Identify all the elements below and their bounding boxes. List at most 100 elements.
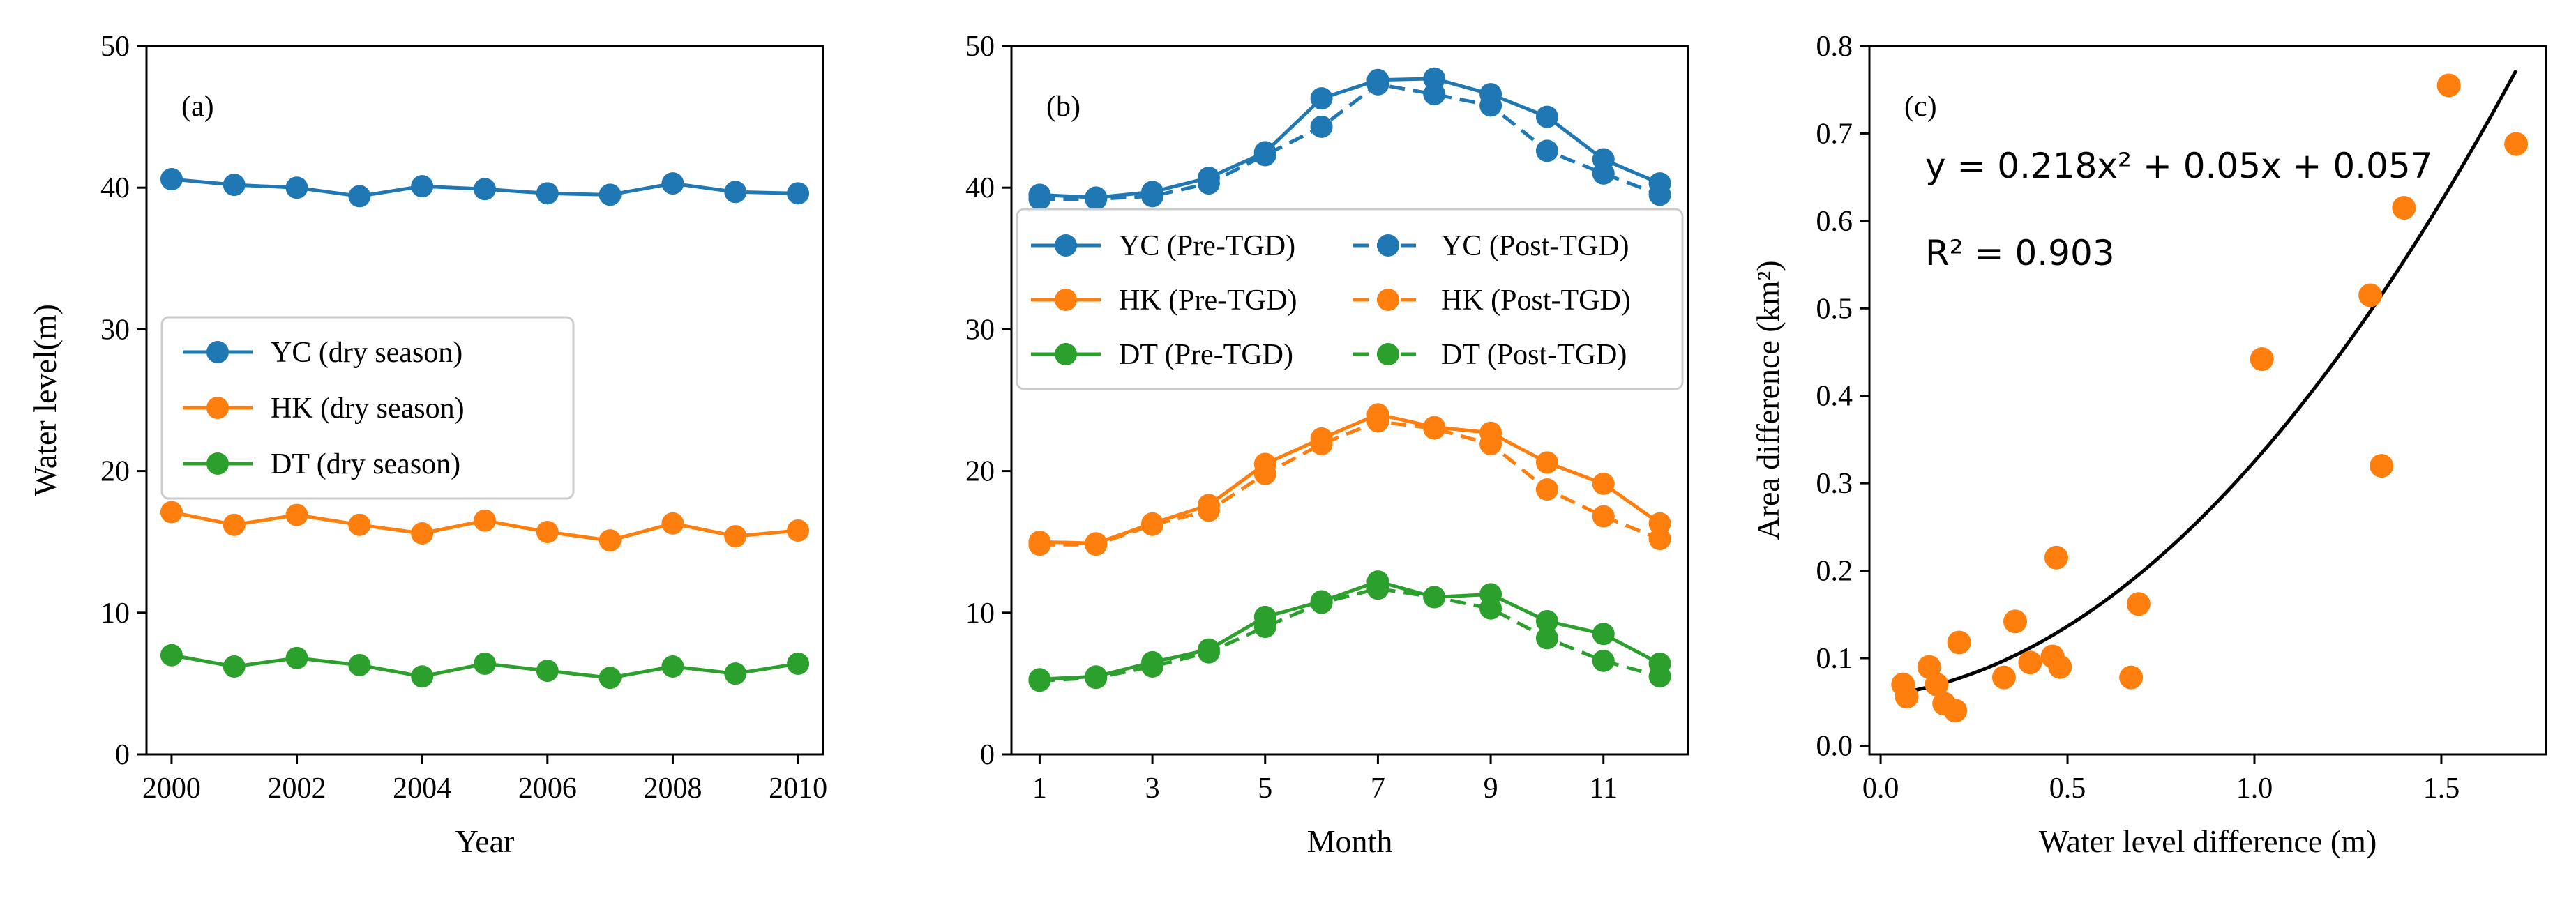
panel-1-series [1028,67,1671,692]
data-point [160,501,183,524]
data-point [598,183,622,206]
data-point [1253,144,1276,167]
data-point [1479,94,1502,117]
data-point [1648,528,1671,551]
legend: YC (dry season) HK (dry season) DT (dry se… [160,316,575,500]
legend-marker [1055,343,1077,365]
x-tick-label: 2000 [142,773,201,805]
r-squared: R² = 0.903 [1925,233,2115,273]
data-point [1085,667,1108,690]
data-point [1592,162,1615,185]
fit-equation: y = 0.218x² + 0.05x + 0.057 [1925,146,2432,186]
y-axis-title: Water level(m) [27,304,63,496]
data-point [2048,655,2072,679]
fit-curve [1902,69,2518,694]
y-tick-label: 20 [100,456,130,488]
data-point [1253,462,1276,485]
x-tick-label: 2006 [518,773,577,805]
data-point [2358,283,2383,307]
x-tick-label: 1 [1032,773,1047,805]
data-point [1535,478,1558,501]
series-line [1039,419,1661,547]
data-point [2436,73,2461,98]
data-point [285,176,308,199]
data-point [1648,665,1671,688]
data-point [1648,183,1671,206]
x-tick-label: 1.5 [2423,773,2460,805]
data-point [223,513,246,536]
y-tick-label: 0.3 [1816,468,1853,500]
data-point [1943,699,1968,723]
data-point [536,182,559,205]
data-point [1535,139,1558,162]
y-tick-label: 50 [965,31,995,63]
data-point [474,178,496,201]
data-point [1141,185,1164,208]
y-tick-label: 50 [100,31,130,63]
legend-label: HK (Post-TGD) [1441,284,1631,317]
y-tick-label: 0.7 [1816,118,1853,150]
data-point [661,172,684,195]
panel-2-series [1891,69,2529,723]
data-point [2003,609,2028,634]
x-tick-label: 3 [1145,773,1160,805]
data-point [724,525,747,548]
panel-1-axes: 1 3 5 7 9 11 0 10 20 30 40 50 Month (b) [965,31,1689,859]
x-tick-label: 2008 [643,773,702,805]
data-point [724,181,747,204]
x-tick-label: 2002 [268,773,326,805]
data-point [1592,472,1615,495]
data-point [2126,592,2151,616]
legend-label: DT (Pre-TGD) [1119,339,1293,371]
data-point [1028,533,1051,556]
legend-label: DT (Post-TGD) [1441,339,1627,371]
x-tick-label: 7 [1371,773,1385,805]
x-tick-label: 11 [1590,773,1618,805]
y-tick-label: 10 [965,598,995,630]
data-point [1366,410,1389,433]
series-line [1039,77,1661,199]
data-point [348,513,371,536]
legend-frame [160,316,575,500]
legend-label: YC (dry season) [271,337,462,369]
data-point [1028,669,1051,692]
data-point [598,667,622,690]
x-tick-label: 9 [1484,773,1498,805]
data-point [1535,627,1558,650]
data-point [536,660,559,683]
x-tick-label: 1.0 [2236,773,2273,805]
legend-label: YC (Post-TGD) [1441,230,1629,262]
data-point [160,168,183,191]
data-point [1479,432,1502,455]
legend-label: DT (dry season) [271,448,460,480]
data-point [1366,73,1389,96]
y-axis-title: Area difference (km²) [1750,260,1786,540]
data-point [1592,649,1615,672]
y-tick-label: 0.0 [1816,730,1853,762]
data-point [2250,347,2274,372]
x-axis-title: Water level difference (m) [2039,823,2377,859]
x-tick-label: 0.0 [1862,773,1899,805]
y-tick-label: 0.8 [1816,31,1853,63]
y-tick-label: 20 [965,456,995,488]
data-point [474,509,496,532]
y-tick-label: 40 [100,172,130,204]
data-point [787,652,810,675]
data-point [1535,451,1558,474]
data-point [1947,630,1971,655]
data-point [1141,513,1164,536]
y-tick-label: 0.4 [1816,381,1853,413]
y-tick-label: 0.6 [1816,206,1853,238]
data-point [2370,454,2394,478]
data-point [285,646,308,669]
panel-0-frame [145,45,824,756]
panel-label: (a) [181,91,214,123]
y-tick-label: 10 [100,598,130,630]
legend-marker [1055,289,1077,311]
series-line [1039,579,1661,681]
x-tick-label: 2004 [393,773,451,805]
y-tick-label: 40 [965,172,995,204]
panel-2-frame [1868,45,2547,756]
data-point [1197,499,1220,522]
